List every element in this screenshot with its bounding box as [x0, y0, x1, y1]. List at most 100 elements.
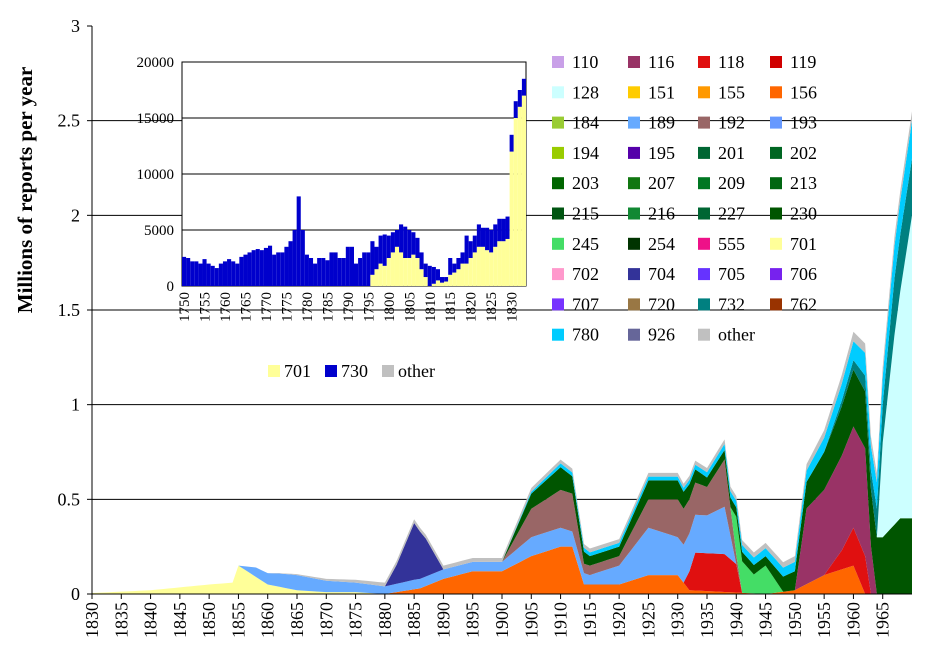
inset-bar-730 — [456, 258, 461, 270]
inset-x-tick-label: 1750 — [177, 292, 193, 322]
legend-label: 202 — [790, 143, 817, 163]
legend-label: 230 — [790, 204, 817, 224]
x-tick-label: 1855 — [228, 602, 248, 638]
y-tick-label: 1.5 — [58, 300, 81, 320]
inset-bar-701 — [374, 269, 379, 286]
inset-bar-730 — [374, 246, 379, 270]
legend-label: 245 — [572, 234, 599, 254]
inset-bar-730 — [276, 252, 281, 286]
x-tick-label: 1830 — [82, 602, 102, 638]
inset-bar-730 — [304, 254, 309, 286]
inset-bar-730 — [341, 258, 346, 286]
series-area-780 — [92, 120, 912, 594]
legend-swatch — [628, 298, 640, 311]
inset-legend-swatch — [325, 365, 337, 377]
inset-bar-701 — [517, 106, 522, 286]
inset-bar-701 — [501, 241, 506, 286]
inset-legend-label: 730 — [341, 361, 368, 381]
inset-bar-730 — [382, 234, 387, 266]
inset-bar-701 — [378, 263, 383, 286]
inset-bar-730 — [272, 254, 277, 286]
legend-swatch — [770, 56, 782, 68]
y-tick-label: 1 — [71, 395, 80, 415]
inset-bar-730 — [251, 250, 256, 286]
legend-label: 704 — [648, 264, 675, 284]
inset-bar-730 — [407, 230, 412, 258]
inset-x-tick-label: 1770 — [259, 292, 275, 322]
inset-bar-730 — [472, 235, 477, 253]
inset-bar-730 — [431, 266, 436, 284]
inset-bar-730 — [485, 227, 490, 251]
legend-swatch — [552, 56, 564, 68]
inset-bar-701 — [468, 258, 473, 286]
legend-swatch — [552, 116, 564, 129]
legend-swatch — [770, 268, 782, 281]
inset-bar-730 — [202, 259, 207, 286]
inset-y-tick-label: 10000 — [137, 167, 175, 183]
legend-label: 203 — [572, 173, 599, 193]
inset-bar-730 — [468, 241, 473, 258]
inset-bar-730 — [206, 263, 211, 286]
inset-bar-701 — [485, 250, 490, 286]
legend-label: 780 — [572, 325, 599, 345]
inset-x-tick-label: 1825 — [484, 292, 500, 322]
inset-bar-701 — [444, 281, 449, 286]
inset-bar-730 — [394, 230, 400, 247]
x-tick-label: 1885 — [404, 602, 424, 638]
series-area-189 — [92, 426, 912, 594]
inset-bar-701 — [448, 274, 453, 286]
x-tick-label: 1965 — [873, 602, 893, 638]
legend-label: other — [718, 325, 755, 345]
inset-x-tick-label: 1820 — [464, 292, 480, 322]
inset-bar-730 — [345, 246, 350, 286]
legend-swatch — [698, 207, 710, 220]
legend-swatch — [552, 268, 564, 281]
inset-bar-701 — [497, 241, 502, 286]
x-tick-label: 1960 — [843, 602, 863, 638]
inset-bar-701 — [411, 254, 416, 286]
inset-bar-730 — [501, 218, 506, 242]
x-tick-label: 1910 — [551, 602, 571, 638]
legend-label: 156 — [790, 82, 817, 102]
legend-swatch — [628, 207, 640, 220]
inset-bar-730 — [231, 261, 236, 286]
inset-bar-701 — [505, 238, 510, 286]
legend-label: 128 — [572, 82, 599, 102]
legend-swatch — [552, 146, 564, 159]
inset-bar-730 — [411, 232, 416, 255]
x-tick-label: 1845 — [170, 602, 190, 638]
inset-x-tick-label: 1810 — [423, 292, 439, 322]
inset-bar-730 — [464, 235, 469, 264]
inset-legend-label: other — [398, 361, 435, 381]
legend-label: 118 — [718, 52, 744, 72]
inset-bar-730 — [214, 268, 219, 286]
inset-bar-730 — [263, 247, 268, 286]
x-tick-label: 1945 — [756, 602, 776, 638]
y-tick-label: 0.5 — [58, 489, 81, 509]
inset-y-tick-label: 0 — [167, 279, 175, 295]
x-tick-label: 1925 — [638, 602, 658, 638]
legend-swatch — [698, 86, 710, 99]
inset-x-tick-label: 1830 — [505, 292, 521, 322]
inset-bar-701 — [403, 258, 408, 286]
legend-label: 926 — [648, 325, 675, 345]
x-tick-label: 1955 — [814, 602, 834, 638]
inset-bar-730 — [268, 245, 273, 286]
legend-label: 110 — [572, 52, 598, 72]
inset-y-tick-label: 15000 — [137, 111, 175, 127]
legend-label: 155 — [718, 82, 745, 102]
inset-bar-701 — [489, 252, 494, 286]
inset-legend-label: 701 — [284, 361, 311, 381]
x-tick-label: 1840 — [141, 602, 161, 638]
inset-bar-730 — [280, 252, 285, 286]
legend-swatch — [552, 177, 564, 190]
legend-label: 254 — [648, 234, 675, 254]
legend-swatch — [770, 86, 782, 99]
inset-legend-swatch — [268, 365, 280, 377]
y-axis-label: Millions of reports per year — [13, 67, 37, 314]
inset-bar-730 — [198, 263, 203, 286]
inset-bar-730 — [440, 277, 445, 283]
inset-x-tick-label: 1800 — [382, 292, 398, 322]
inset-bar-701 — [419, 269, 424, 286]
inset-bar-730 — [354, 263, 359, 286]
